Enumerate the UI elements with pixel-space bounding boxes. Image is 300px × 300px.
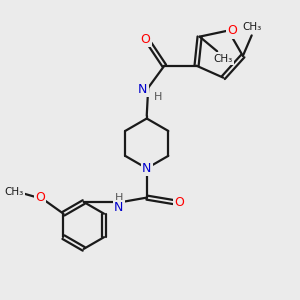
Text: H: H bbox=[115, 194, 123, 203]
Text: H: H bbox=[154, 92, 163, 101]
Text: O: O bbox=[174, 196, 184, 208]
Text: O: O bbox=[140, 33, 150, 46]
Text: N: N bbox=[114, 201, 124, 214]
Text: N: N bbox=[142, 162, 152, 175]
Text: CH₃: CH₃ bbox=[213, 54, 233, 64]
Text: N: N bbox=[138, 83, 147, 96]
Text: CH₃: CH₃ bbox=[4, 187, 23, 197]
Text: O: O bbox=[35, 191, 45, 204]
Text: CH₃: CH₃ bbox=[242, 22, 261, 32]
Text: O: O bbox=[228, 24, 238, 37]
